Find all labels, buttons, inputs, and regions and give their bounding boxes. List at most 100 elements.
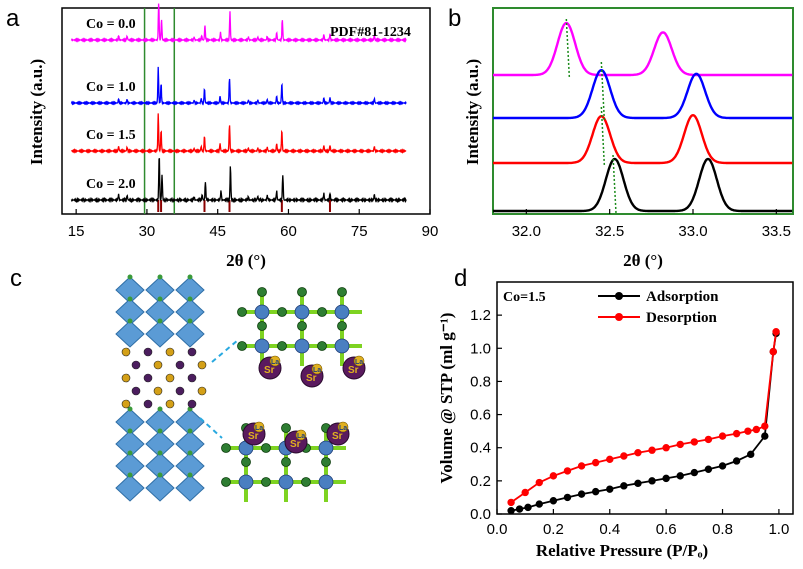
isotherm-point-0-5	[563, 493, 572, 502]
isotherm-point-0-18	[747, 450, 755, 459]
oxygen-atom	[187, 296, 193, 302]
x-tick-label-0: 32.0	[512, 223, 541, 240]
layer-atom	[121, 399, 131, 409]
isotherm-point-0-2	[524, 503, 532, 512]
peak-marker-3	[612, 154, 617, 214]
isotherm-point-1-16	[577, 462, 586, 470]
oxygen-atom	[261, 477, 271, 487]
panel-b-x-ticks: 32.0 32.5 33.0 33.5	[512, 209, 791, 240]
oxygen-atom	[297, 287, 307, 297]
x-tick-label-2: 45	[209, 223, 226, 240]
panel-d: d 0.0 0.2 0.4 0.6 0.8 1.0 0.0 0.2 0.4 0.6 0.8 1.0 1.…	[437, 265, 794, 560]
oxygen-atom	[221, 477, 231, 487]
isotherm-point-1-6	[718, 432, 727, 440]
atom-label-sr: Sr	[248, 431, 259, 442]
oxygen-atom	[187, 274, 193, 280]
layer-atom	[165, 399, 175, 409]
peak-marker-1	[600, 61, 606, 121]
oxygen-atom	[127, 318, 133, 324]
oxygen-atom	[301, 477, 311, 487]
cobalt-atom	[334, 338, 350, 354]
xrd-pattern-1	[70, 66, 407, 106]
oxygen-atom	[157, 472, 163, 478]
oxygen-atom	[297, 321, 307, 331]
isotherm-point-0-10	[634, 479, 642, 488]
zoom-arrow-lower	[199, 417, 223, 439]
panel-b-y-label: Intensity (a.u.)	[463, 59, 482, 165]
oxygen-atom	[127, 428, 133, 434]
cobalt-atom	[294, 338, 310, 354]
layer-atom	[143, 373, 153, 383]
oxygen-atom	[337, 321, 347, 331]
isotherm-point-0-19	[761, 432, 769, 440]
y-tick-label-5: 1.0	[470, 340, 491, 357]
x-tick-label-3: 0.6	[656, 521, 677, 538]
oxygen-atom	[127, 450, 133, 456]
x-tick-label-1: 32.5	[595, 223, 624, 240]
oxygen-atom	[241, 457, 251, 467]
panel-d-label: d	[454, 265, 467, 292]
layer-atom	[187, 399, 197, 409]
panel-d-legend: Adsorption Desorption	[598, 289, 719, 326]
lanthanum-atom	[269, 355, 281, 367]
x-tick-label-2: 0.4	[599, 521, 620, 538]
isotherm-point-1-13	[620, 452, 628, 460]
x-tick-label-0: 15	[68, 223, 85, 240]
layer-atom	[197, 360, 207, 370]
layer-atom	[197, 386, 207, 396]
panel-a-highlight-window	[143, 8, 176, 214]
panel-d-x-label: Relative Pressure (P/Pₒ)	[536, 541, 708, 560]
octahedron	[175, 474, 205, 502]
series-label-0: Co = 0.0	[86, 17, 136, 32]
atom-label-la: La	[271, 359, 279, 366]
series-label-3: Co = 2.0	[86, 177, 136, 192]
lanthanum-atom	[311, 363, 323, 375]
oxygen-atom	[157, 406, 163, 412]
atom-label-sr: Sr	[332, 431, 343, 442]
octahedron	[115, 320, 145, 348]
layer-atom	[121, 347, 131, 357]
atom-label-la: La	[255, 425, 263, 432]
isotherm-point-1-20	[521, 488, 529, 497]
atom-label-la: La	[339, 425, 347, 432]
oxygen-atom	[257, 287, 267, 297]
panel-a-label: a	[6, 5, 20, 32]
isotherm-point-0-13	[676, 472, 684, 480]
atom-label-sr: Sr	[264, 365, 275, 376]
xrd-pattern-0	[70, 3, 407, 44]
zoom-pattern-0	[493, 21, 793, 77]
oxygen-atom	[321, 457, 331, 467]
isotherm-point-1-10	[662, 444, 670, 452]
x-tick-label-4: 75	[351, 223, 368, 240]
isotherm-point-1-3	[752, 425, 761, 434]
oxygen-atom	[187, 318, 193, 324]
lanthanum-atom	[295, 429, 307, 441]
isotherm-point-0-0	[507, 506, 515, 515]
atom-label-la: La	[355, 359, 363, 366]
cobalt-atom	[294, 304, 310, 320]
oxygen-atom	[157, 450, 163, 456]
panel-b-series	[493, 21, 793, 213]
octahedron	[145, 320, 175, 348]
oxygen-atom	[187, 472, 193, 478]
panel-a-series	[70, 3, 407, 204]
y-tick-label-4: 0.8	[470, 373, 491, 390]
y-tick-label-2: 0.4	[470, 440, 491, 457]
isotherm-point-0-8	[606, 485, 614, 493]
isotherm-point-1-11	[648, 446, 656, 454]
peak-marker-0	[565, 18, 571, 78]
lanthanum-atom	[337, 421, 349, 433]
oxygen-atom	[277, 307, 287, 317]
oxygen-atom	[187, 450, 193, 456]
panel-b-peak-markers	[565, 18, 617, 214]
layer-atom	[187, 347, 197, 357]
y-tick-label-3: 0.6	[470, 407, 491, 424]
isotherm-point-1-4	[744, 427, 752, 435]
legend-adsorption-label: Adsorption	[646, 289, 719, 305]
oxygen-atom	[157, 296, 163, 302]
isotherm-point-1-0	[772, 328, 780, 336]
series-label-1: Co = 1.0	[86, 80, 136, 95]
isotherm-point-0-12	[662, 474, 670, 483]
x-tick-label-0: 0.0	[487, 521, 508, 538]
